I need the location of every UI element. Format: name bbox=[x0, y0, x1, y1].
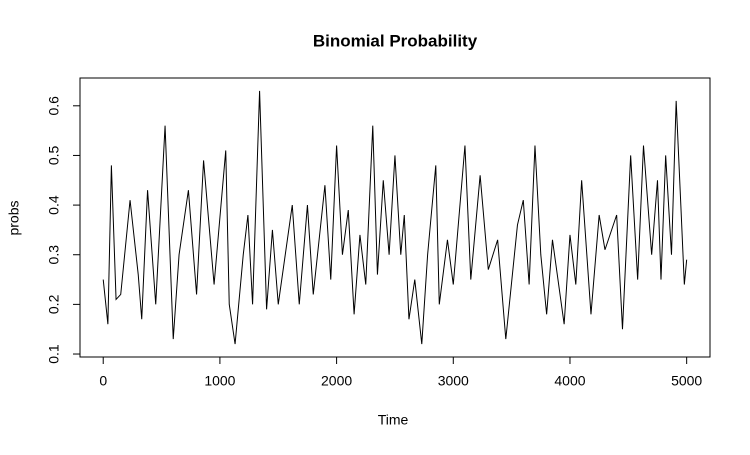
x-tick-label: 0 bbox=[99, 373, 107, 389]
data-line bbox=[102, 90, 688, 345]
x-tick-label: 2000 bbox=[321, 373, 352, 389]
y-tick-label: 0.3 bbox=[46, 245, 62, 265]
y-tick-label: 0.2 bbox=[46, 294, 62, 314]
y-tick-label: 0.6 bbox=[46, 96, 62, 116]
x-tick-label: 4000 bbox=[554, 373, 585, 389]
y-tick-label: 0.1 bbox=[46, 344, 62, 364]
y-axis-label: probs bbox=[6, 200, 22, 235]
y-tick-label: 0.5 bbox=[46, 146, 62, 166]
x-tick-label: 3000 bbox=[438, 373, 469, 389]
x-tick-label: 1000 bbox=[204, 373, 235, 389]
chart-title: Binomial Probability bbox=[313, 31, 478, 50]
x-tick-label: 5000 bbox=[671, 373, 702, 389]
y-tick-label: 0.4 bbox=[46, 195, 62, 215]
x-axis-label: Time bbox=[378, 412, 409, 428]
